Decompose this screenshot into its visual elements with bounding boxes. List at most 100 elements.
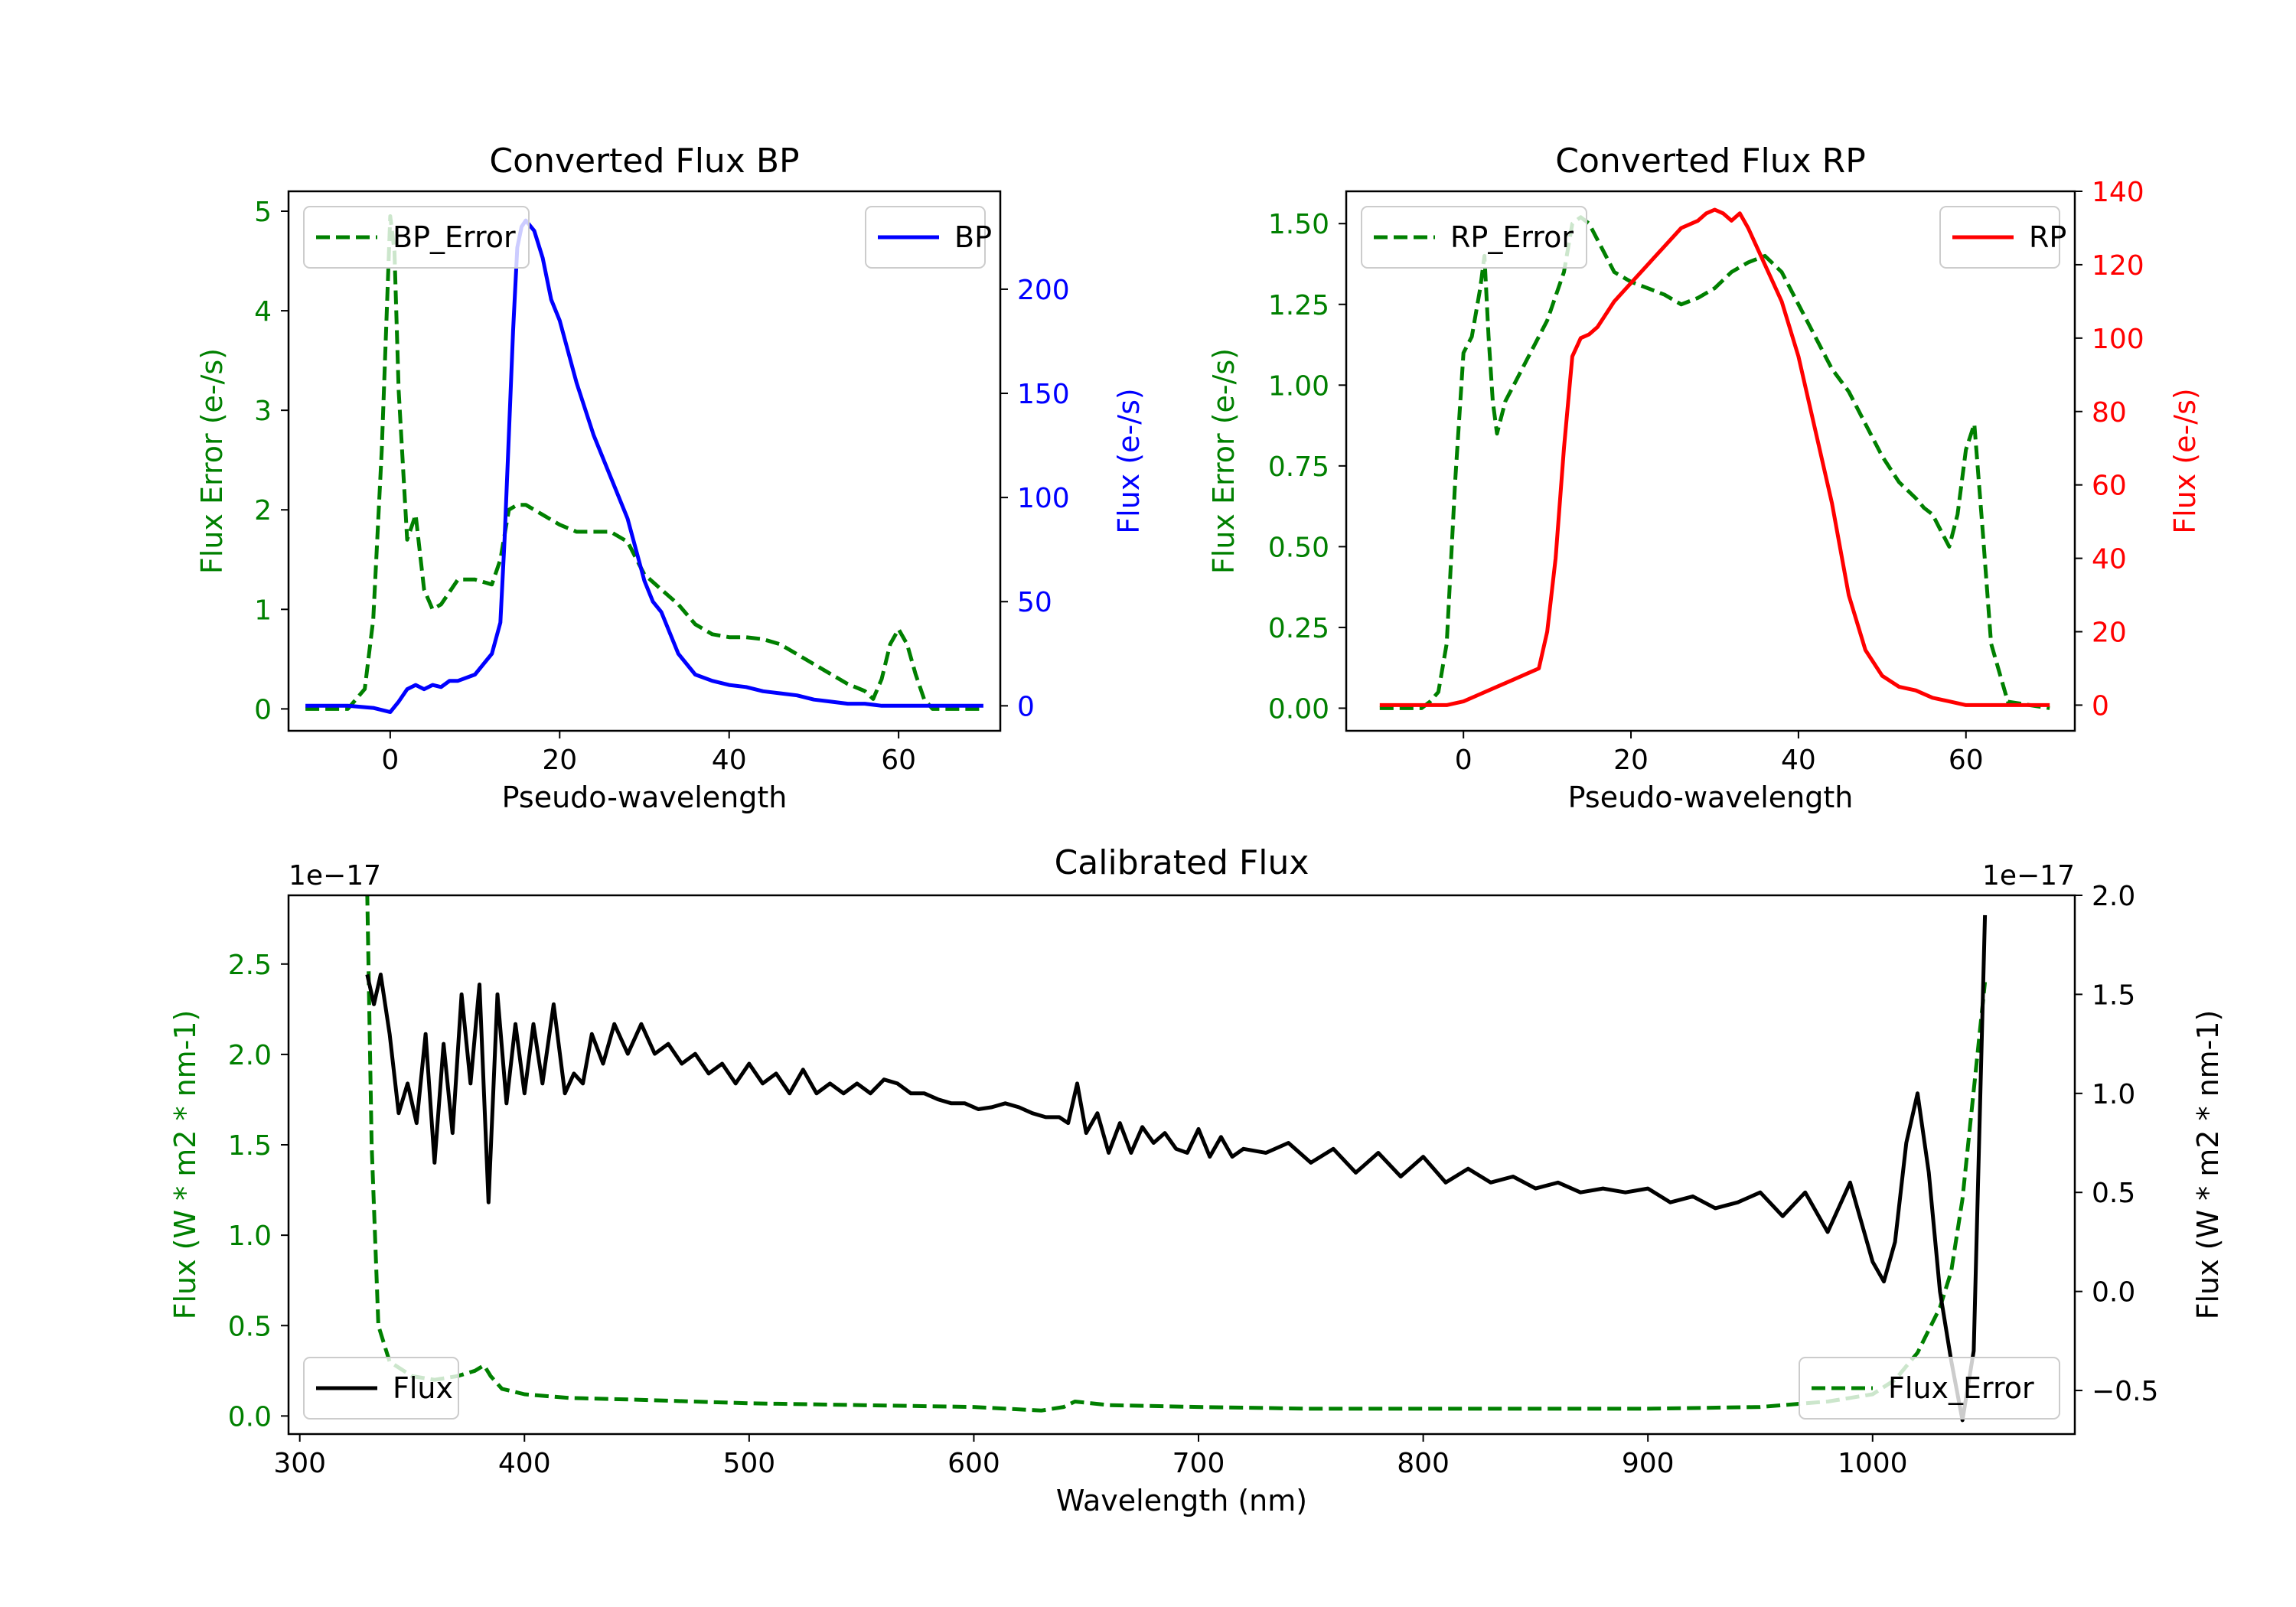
x-tick-label: 600 xyxy=(947,1448,1000,1479)
x-tick-label: 60 xyxy=(1949,745,1984,776)
x-tick-label: 0 xyxy=(1455,745,1473,776)
axes-frame xyxy=(1345,190,2076,732)
y-left-tick-label: 0.75 xyxy=(1268,451,1329,483)
y-left-tick-label: 4 xyxy=(254,296,272,328)
y-right-tick-label: 0 xyxy=(2092,690,2109,722)
y-left-tick-label: 0.25 xyxy=(1268,613,1329,644)
y-left-tick-label: 2.5 xyxy=(228,950,272,981)
y-left-tick-label: 0.0 xyxy=(228,1401,272,1433)
chart-2: Calibrated Flux 300 400 500 600 700 800 900 1000… xyxy=(168,843,2225,1517)
series-line-bp xyxy=(305,218,983,714)
y-right-tick-label: 60 xyxy=(2092,471,2127,502)
y-left-tick-label: 1.25 xyxy=(1268,290,1329,321)
y-right-tick-label: 0.5 xyxy=(2092,1178,2135,1209)
axes-frame xyxy=(287,894,2076,1436)
y-right-tick-label: 150 xyxy=(1017,379,1070,410)
x-tick-label: 800 xyxy=(1397,1448,1450,1479)
x-axis-label: Pseudo-wavelength xyxy=(1568,781,1854,814)
legend-label: RP xyxy=(2029,220,2066,254)
plot-area xyxy=(305,214,983,714)
x-tick-label: 300 xyxy=(273,1448,326,1479)
y-right-axis-label: Flux (e-/s) xyxy=(2168,388,2202,533)
y-right-tick-label: −0.5 xyxy=(2092,1376,2158,1407)
y-right-tick-label: 2.0 xyxy=(2092,881,2135,912)
legend-flux: Flux xyxy=(303,1357,459,1420)
x-tick-label: 40 xyxy=(712,745,747,776)
legend-label: Flux_Error xyxy=(1888,1371,2034,1405)
plot-area xyxy=(365,895,1988,1423)
legend-label: BP_Error xyxy=(393,220,516,254)
x-tick-label: 1000 xyxy=(1838,1448,1908,1479)
y-right-tick-label: 80 xyxy=(2092,397,2127,429)
series-line-rp-error xyxy=(1379,215,2050,710)
legend-bp: BP xyxy=(865,206,992,269)
y-left-axis-label: Flux (W * m2 * nm-1) xyxy=(168,1010,202,1320)
y-left-tick-label: 1.0 xyxy=(228,1221,272,1252)
y-left-tick-label: 0.5 xyxy=(228,1311,272,1342)
y-right-tick-label: 100 xyxy=(1017,483,1070,514)
x-tick-label: 700 xyxy=(1172,1448,1225,1479)
y-left-tick-label: 2 xyxy=(254,495,272,526)
y-right-tick-label: 1.0 xyxy=(2092,1079,2135,1110)
y-left-tick-label: 0 xyxy=(254,694,272,725)
y-left-axis-label: Flux Error (e-/s) xyxy=(1207,348,1241,574)
y-left-tick-label: 1 xyxy=(254,595,272,626)
x-tick-label: 500 xyxy=(722,1448,775,1479)
y-right-tick-label: 0.0 xyxy=(2092,1277,2135,1309)
axes-frame xyxy=(287,190,1002,732)
x-axis-label: Pseudo-wavelength xyxy=(502,781,788,814)
legend-label: RP_Error xyxy=(1450,220,1574,254)
series-line-rp xyxy=(1379,207,2050,707)
legend-bp-error: BP_Error xyxy=(303,206,530,269)
y-left-tick-label: 3 xyxy=(254,396,272,427)
x-tick-label: 20 xyxy=(1613,745,1649,776)
series-line-flux-error xyxy=(365,895,1988,1413)
y-left-tick-label: 1.5 xyxy=(228,1130,272,1162)
legend-rp-error: RP_Error xyxy=(1361,206,1587,269)
y-right-offset-text: 1e−17 xyxy=(1982,860,2075,892)
legend-box xyxy=(1799,1357,2060,1420)
y-left-offset-text: 1e−17 xyxy=(289,860,381,892)
y-right-tick-label: 20 xyxy=(2092,618,2127,649)
series-line-flux xyxy=(365,914,1988,1423)
x-tick-label: 0 xyxy=(381,745,399,776)
chart-0: Converted Flux BP0 20 40 60Pseudo-wavelengt… xyxy=(195,142,1146,814)
x-tick-label: 20 xyxy=(542,745,577,776)
x-tick-label: 60 xyxy=(881,745,916,776)
y-right-tick-label: 1.5 xyxy=(2092,980,2135,1011)
legend-box xyxy=(303,206,530,269)
y-right-tick-label: 40 xyxy=(2092,544,2127,575)
chart-title: Calibrated Flux xyxy=(1055,843,1309,882)
y-right-tick-label: 120 xyxy=(2092,250,2144,282)
series-line-bp-error xyxy=(305,214,983,711)
legend-label: Flux xyxy=(393,1371,453,1405)
y-left-tick-label: 1.50 xyxy=(1268,209,1329,240)
y-left-tick-label: 1.00 xyxy=(1268,370,1329,402)
x-tick-label: 40 xyxy=(1781,745,1816,776)
x-tick-label: 400 xyxy=(498,1448,551,1479)
y-right-tick-label: 0 xyxy=(1017,691,1035,722)
legend-rp: RP xyxy=(1939,206,2066,269)
y-left-tick-label: 2.0 xyxy=(228,1040,272,1071)
chart-1: Converted Flux RP 0 20 40 60 Pseudo-wavelengt… xyxy=(1207,142,2202,814)
x-tick-label: 900 xyxy=(1622,1448,1675,1479)
x-axis-label: Wavelength (nm) xyxy=(1056,1484,1307,1517)
y-right-axis-label: Flux (W * m2 * nm-1) xyxy=(2191,1010,2225,1320)
chart-title: Converted Flux RP xyxy=(1555,142,1866,181)
legend-flux-error: Flux_Error xyxy=(1799,1357,2060,1420)
legend-box xyxy=(303,1357,459,1420)
y-right-tick-label: 200 xyxy=(1017,275,1070,306)
y-right-axis-label: Flux (e-/s) xyxy=(1112,388,1146,533)
y-left-tick-label: 0.00 xyxy=(1268,693,1329,725)
y-left-tick-label: 0.50 xyxy=(1268,532,1329,563)
chart-title: Converted Flux BP xyxy=(489,142,799,181)
y-right-tick-label: 50 xyxy=(1017,587,1052,618)
y-left-axis-label: Flux Error (e-/s) xyxy=(195,348,229,574)
plot-area xyxy=(1379,207,2050,710)
legend-label: BP xyxy=(954,220,992,254)
y-left-tick-label: 5 xyxy=(254,197,272,228)
y-right-tick-label: 140 xyxy=(2092,177,2144,208)
legend-box xyxy=(1361,206,1587,269)
y-right-tick-label: 100 xyxy=(2092,324,2144,355)
